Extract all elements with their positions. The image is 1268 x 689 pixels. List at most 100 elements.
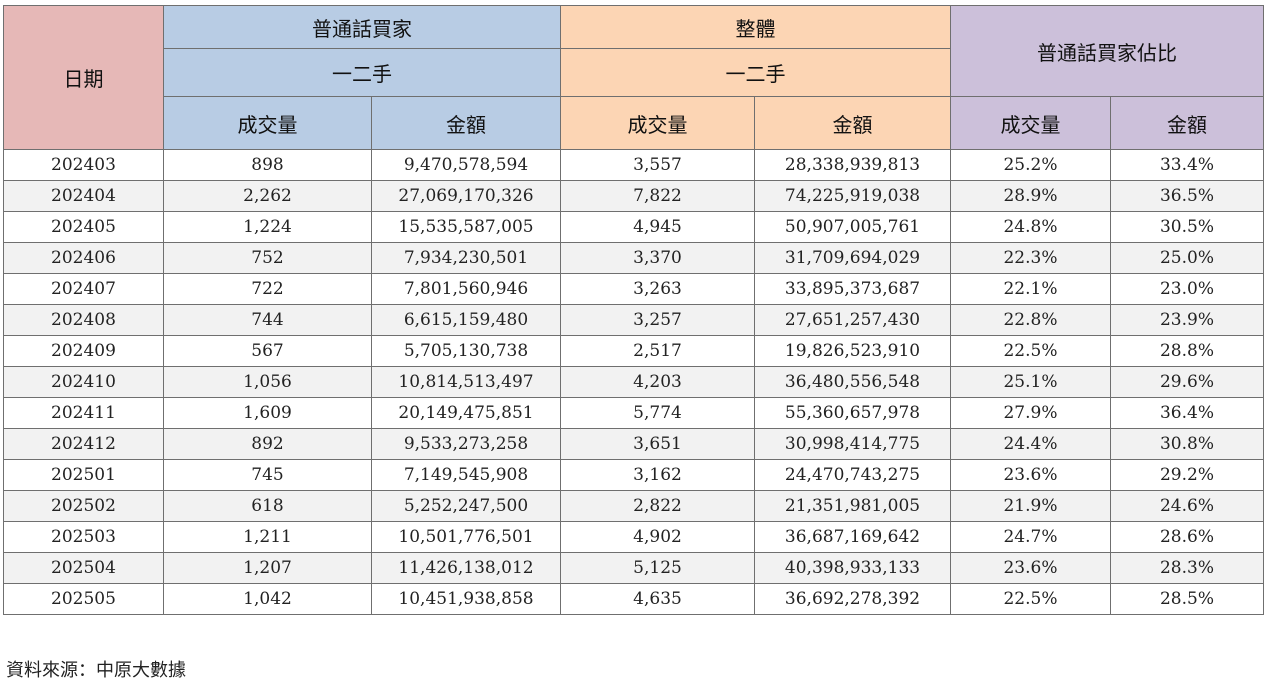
cell-mandarin-amount: 7,934,230,501 (371, 242, 561, 274)
cell-share-amount: 23.9% (1110, 304, 1264, 336)
cell-overall-volume: 5,774 (560, 397, 755, 429)
header-overall: 整體 (560, 5, 951, 49)
cell-date: 202406 (3, 242, 164, 274)
cell-share-amount: 36.4% (1110, 397, 1264, 429)
cell-overall-amount: 55,360,657,978 (754, 397, 951, 429)
header-mandarin-market: 一二手 (163, 48, 561, 97)
cell-share-volume: 24.7% (950, 521, 1111, 553)
cell-share-volume: 21.9% (950, 490, 1111, 522)
cell-date: 202503 (3, 521, 164, 553)
cell-mandarin-amount: 27,069,170,326 (371, 180, 561, 212)
cell-share-volume: 22.5% (950, 335, 1111, 367)
cell-overall-volume: 2,822 (560, 490, 755, 522)
table-row: 202404 2,262 27,069,170,326 7,822 74,225,919… (3, 180, 1264, 212)
source-note: 資料來源：中原大數據 (6, 660, 186, 681)
cell-mandarin-amount: 10,451,938,858 (371, 583, 561, 615)
cell-share-amount: 28.6% (1110, 521, 1264, 553)
cell-overall-amount: 21,351,981,005 (754, 490, 951, 522)
cell-share-amount: 29.2% (1110, 459, 1264, 491)
cell-share-amount: 25.0% (1110, 242, 1264, 274)
table-row: 202407 722 7,801,560,946 3,263 33,895,373,68… (3, 273, 1264, 305)
cell-mandarin-amount: 7,149,545,908 (371, 459, 561, 491)
cell-share-volume: 22.5% (950, 583, 1111, 615)
cell-share-volume: 22.3% (950, 242, 1111, 274)
cell-overall-volume: 3,263 (560, 273, 755, 305)
cell-overall-volume: 4,203 (560, 366, 755, 398)
cell-mandarin-volume: 1,056 (163, 366, 372, 398)
cell-mandarin-amount: 5,705,130,738 (371, 335, 561, 367)
cell-share-amount: 30.8% (1110, 428, 1264, 460)
cell-share-amount: 36.5% (1110, 180, 1264, 212)
cell-date: 202505 (3, 583, 164, 615)
cell-overall-amount: 19,826,523,910 (754, 335, 951, 367)
table-row: 202503 1,211 10,501,776,501 4,902 36,687,169… (3, 521, 1264, 553)
cell-share-amount: 23.0% (1110, 273, 1264, 305)
header-overall-market: 一二手 (560, 48, 951, 97)
cell-mandarin-volume: 722 (163, 273, 372, 305)
cell-mandarin-volume: 567 (163, 335, 372, 367)
cell-share-volume: 27.9% (950, 397, 1111, 429)
cell-date: 202502 (3, 490, 164, 522)
cell-share-amount: 29.6% (1110, 366, 1264, 398)
cell-mandarin-volume: 744 (163, 304, 372, 336)
cell-date: 202405 (3, 211, 164, 243)
cell-share-volume: 23.6% (950, 459, 1111, 491)
cell-overall-amount: 40,398,933,133 (754, 552, 951, 584)
cell-date: 202404 (3, 180, 164, 212)
header-date: 日期 (3, 5, 164, 150)
cell-mandarin-amount: 5,252,247,500 (371, 490, 561, 522)
cell-date: 202409 (3, 335, 164, 367)
cell-overall-volume: 4,635 (560, 583, 755, 615)
cell-mandarin-volume: 745 (163, 459, 372, 491)
cell-overall-volume: 4,945 (560, 211, 755, 243)
header-mandarin-share: 普通話買家佔比 (950, 5, 1264, 97)
cell-mandarin-volume: 618 (163, 490, 372, 522)
cell-mandarin-amount: 10,814,513,497 (371, 366, 561, 398)
cell-mandarin-amount: 11,426,138,012 (371, 552, 561, 584)
cell-mandarin-amount: 20,149,475,851 (371, 397, 561, 429)
table-row: 202411 1,609 20,149,475,851 5,774 55,360,657… (3, 397, 1264, 429)
cell-mandarin-volume: 752 (163, 242, 372, 274)
cell-mandarin-amount: 9,470,578,594 (371, 149, 561, 181)
cell-mandarin-volume: 1,207 (163, 552, 372, 584)
cell-share-volume: 25.2% (950, 149, 1111, 181)
cell-overall-amount: 28,338,939,813 (754, 149, 951, 181)
cell-date: 202411 (3, 397, 164, 429)
cell-overall-amount: 36,692,278,392 (754, 583, 951, 615)
cell-mandarin-volume: 1,042 (163, 583, 372, 615)
cell-share-volume: 28.9% (950, 180, 1111, 212)
cell-overall-amount: 50,907,005,761 (754, 211, 951, 243)
table-row: 202504 1,207 11,426,138,012 5,125 40,398,933… (3, 552, 1264, 584)
cell-share-amount: 28.3% (1110, 552, 1264, 584)
cell-mandarin-amount: 15,535,587,005 (371, 211, 561, 243)
table-row: 202501 745 7,149,545,908 3,162 24,470,743,27… (3, 459, 1264, 491)
cell-overall-volume: 3,370 (560, 242, 755, 274)
cell-overall-amount: 36,687,169,642 (754, 521, 951, 553)
cell-overall-amount: 36,480,556,548 (754, 366, 951, 398)
cell-share-amount: 33.4% (1110, 149, 1264, 181)
cell-share-volume: 23.6% (950, 552, 1111, 584)
cell-mandarin-volume: 892 (163, 428, 372, 460)
cell-overall-amount: 31,709,694,029 (754, 242, 951, 274)
cell-date: 202504 (3, 552, 164, 584)
cell-overall-volume: 2,517 (560, 335, 755, 367)
cell-share-volume: 22.8% (950, 304, 1111, 336)
cell-mandarin-volume: 1,224 (163, 211, 372, 243)
table-row: 202505 1,042 10,451,938,858 4,635 36,692,278… (3, 583, 1264, 615)
cell-mandarin-amount: 7,801,560,946 (371, 273, 561, 305)
cell-share-volume: 25.1% (950, 366, 1111, 398)
cell-overall-volume: 3,557 (560, 149, 755, 181)
cell-mandarin-amount: 9,533,273,258 (371, 428, 561, 460)
cell-share-amount: 28.8% (1110, 335, 1264, 367)
cell-share-volume: 24.4% (950, 428, 1111, 460)
cell-date: 202410 (3, 366, 164, 398)
header-overall-volume: 成交量 (560, 96, 755, 150)
header-mandarin-buyers: 普通話買家 (163, 5, 561, 49)
transaction-table: 日期 普通話買家 整體 普通話買家佔比 一二手 一二手 成交量 金額 成交量 金… (3, 5, 1264, 615)
table-row: 202410 1,056 10,814,513,497 4,203 36,480,556… (3, 366, 1264, 398)
table-row: 202403 898 9,470,578,594 3,557 28,338,939,81… (3, 149, 1264, 181)
cell-overall-amount: 74,225,919,038 (754, 180, 951, 212)
table-row: 202502 618 5,252,247,500 2,822 21,351,981,00… (3, 490, 1264, 522)
table-row: 202405 1,224 15,535,587,005 4,945 50,907,005… (3, 211, 1264, 243)
table-row: 202412 892 9,533,273,258 3,651 30,998,414,77… (3, 428, 1264, 460)
